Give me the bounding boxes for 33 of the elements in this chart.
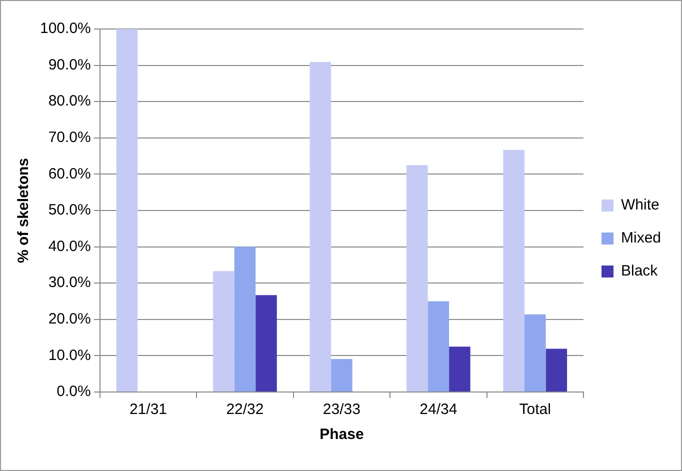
x-tick-label: 24/34: [420, 401, 458, 418]
bar: [256, 295, 277, 392]
y-tick-label: 0.0%: [56, 383, 91, 400]
bar: [331, 358, 352, 392]
y-tick-label: 60.0%: [48, 165, 91, 182]
y-tick-label: 50.0%: [48, 202, 91, 219]
legend-label: Mixed: [620, 230, 662, 247]
bar: [213, 271, 234, 392]
bar: [116, 29, 138, 392]
x-tick-label: 21/31: [129, 401, 168, 418]
bar: [503, 150, 524, 392]
y-tick-label: 20.0%: [48, 310, 91, 328]
bar: [234, 246, 256, 392]
bar: [428, 301, 450, 392]
y-tick-label: 90.0%: [48, 56, 91, 74]
y-tick-label: 80.0%: [48, 92, 91, 110]
x-tick-label: 23/33: [322, 401, 360, 418]
y-axis-title: % of skeletons: [15, 158, 32, 264]
bar: [546, 348, 568, 392]
bar: [449, 346, 470, 392]
y-tick-label: 30.0%: [48, 274, 91, 292]
y-tick-label: 70.0%: [48, 129, 91, 146]
x-axis-title: Phase: [320, 426, 364, 444]
y-tick-label: 10.0%: [48, 346, 91, 364]
x-tick-label: 22/32: [226, 401, 264, 418]
y-tick-label: 40.0%: [48, 238, 91, 255]
x-tick-label: Total: [519, 401, 551, 418]
bar: [406, 165, 428, 392]
legend-label: Black: [620, 262, 658, 280]
y-tick-label: 100.0%: [40, 20, 91, 38]
bar: [524, 314, 546, 392]
legend-label: White: [620, 196, 660, 214]
bar: [310, 62, 332, 392]
